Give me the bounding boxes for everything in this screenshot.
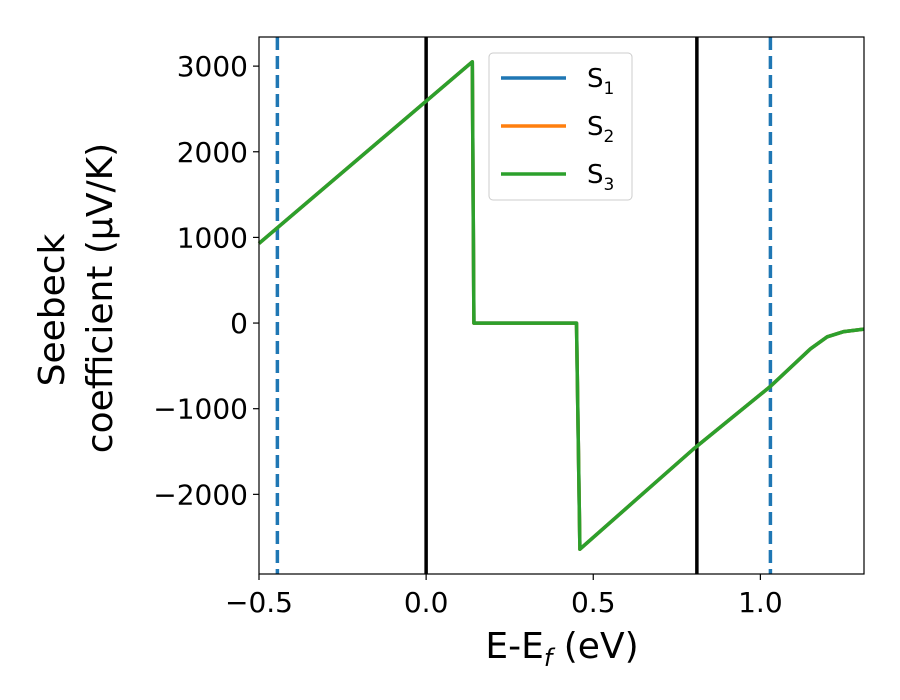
y-axis-label-line2: coefficient (μV/K) — [80, 143, 121, 453]
x-tick-label: 1.0 — [738, 586, 783, 619]
series-layer — [257, 60, 865, 551]
y-axis-ticks: −2000 −1000 0 1000 2000 3000 — [153, 50, 259, 511]
x-axis-ticks: −0.5 0.0 0.5 1.0 — [225, 574, 783, 619]
x-tick-label: −0.5 — [225, 586, 293, 619]
series-line-s3 — [257, 60, 865, 551]
y-tick-label: −1000 — [153, 393, 248, 426]
x-axis-label: E-Ef (eV) — [485, 626, 638, 672]
y-axis-label-line1: Seebeck — [32, 233, 73, 386]
y-tick-label: 0 — [230, 307, 248, 340]
legend-label-s3: S3 — [587, 160, 614, 195]
x-tick-label: 0.0 — [404, 586, 449, 619]
y-tick-label: −2000 — [153, 478, 248, 511]
y-tick-label: 3000 — [177, 50, 248, 83]
legend-label-s2: S2 — [587, 112, 614, 147]
vertical-reference-lines — [275, 37, 773, 574]
y-tick-label: 1000 — [177, 221, 248, 254]
x-tick-label: 0.5 — [571, 586, 616, 619]
y-tick-label: 2000 — [177, 136, 248, 169]
legend: S1 S2 S3 — [488, 52, 633, 201]
plot-frame — [258, 36, 865, 575]
legend-label-s1: S1 — [587, 64, 614, 99]
